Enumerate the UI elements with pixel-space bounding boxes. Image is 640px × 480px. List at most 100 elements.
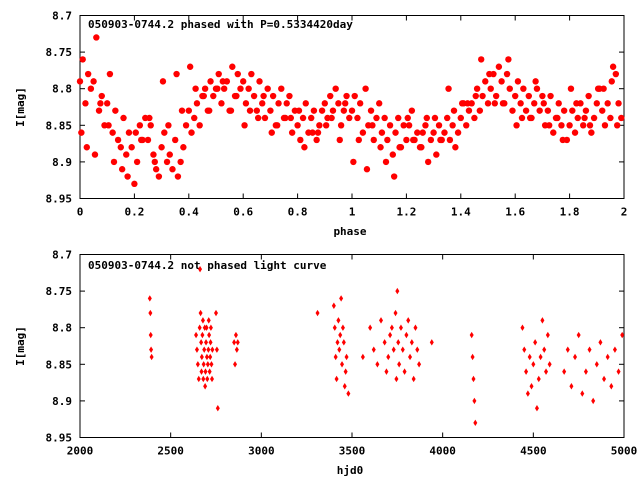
unphased-data-point [393,309,398,317]
phased-data-point [237,85,244,92]
phased-data-point [275,100,282,107]
unphased-data-point [400,346,405,353]
phased-data-point [128,144,135,151]
unphased-points [147,265,625,427]
unphased-data-point [382,339,387,346]
phased-data-point [571,129,579,136]
unphased-data-point [198,309,203,317]
unphased-y-tick-label: 8.95 [46,432,73,445]
phased-data-point [532,78,539,85]
phased-data-point [79,56,86,63]
unphased-data-point [332,324,337,331]
unphased-data-point [205,375,210,383]
phased-data-point [182,122,190,129]
phased-data-point [457,114,464,122]
unphased-y-tick-label: 8.8 [52,322,72,335]
unphased-data-point [196,375,201,383]
unphased-data-point [394,375,399,383]
phased-data-point [343,92,350,100]
phased-data-point [472,92,479,100]
unphased-plot-frame [79,254,625,438]
phased-data-point [400,122,407,129]
unphased-data-point [569,383,574,390]
unphased-data-point [340,324,345,331]
phased-data-point [491,100,498,107]
phased-data-point [513,122,520,129]
phased-data-point [136,122,144,129]
phased-data-point [499,100,507,107]
unphased-ticks: 2000 2500 3000 3500 4000 4500 5000 8.7 8.75 8.8 8.… [46,249,638,458]
phased-data-point [133,158,141,166]
unphased-y-tick-label: 8.85 [46,358,73,371]
phased-data-point [316,122,323,129]
phased-data-point [193,100,201,107]
unphased-x-tick-label: 2500 [157,445,184,458]
phased-data-point [369,122,376,129]
phased-data-point [233,92,240,100]
unphased-data-point [609,383,614,390]
unphased-data-point [234,346,239,353]
phased-data-point [206,107,213,114]
unphased-data-point [598,339,603,346]
phased-data-point [450,107,458,114]
unphased-data-point [395,287,400,295]
phased-data-point [367,107,375,114]
unphased-data-point [384,368,389,375]
phased-data-point [609,63,617,70]
unphased-data-point [198,265,203,273]
phased-data-point [178,107,186,114]
phased-data-point [395,114,402,122]
phased-x-tick-label: 0.2 [124,206,144,219]
phased-data-point [295,107,303,114]
phased-data-point [310,107,318,114]
phased-data-point [234,70,241,78]
unphased-data-point [207,331,212,339]
phased-data-point [536,107,543,114]
unphased-data-point [565,346,570,353]
phased-data-point [321,100,328,107]
phased-data-point [201,85,209,92]
unphased-data-point [204,353,209,361]
unphased-data-point [339,295,344,302]
phased-data-point [95,107,103,114]
phased-data-point [309,129,316,136]
phased-data-point [433,151,440,158]
phased-data-point [539,92,546,100]
phased-data-point [346,114,353,122]
unphased-data-point [413,324,418,331]
phased-data-point [363,166,371,173]
unphased-y-axis-label: I[mag] [14,326,27,366]
phased-data-point [418,144,425,151]
phased-data-point [328,114,335,122]
phased-data-point [526,114,534,122]
unphased-data-point [472,397,477,405]
phased-x-tick-label: 2 [621,206,628,219]
phased-x-tick-label: 1.4 [451,206,471,219]
phased-data-point [424,158,432,166]
unphased-data-point [602,375,607,383]
phased-data-point [299,114,307,122]
phased-data-point [465,107,473,114]
unphased-data-point [214,346,219,353]
phased-data-point [390,173,398,180]
unphased-data-point [199,353,204,361]
phased-data-point [172,136,179,144]
phased-data-point [505,56,512,63]
unphased-chart: 050903-0744.2 not phased light curve hjd… [14,249,637,478]
unphased-data-point [379,317,384,324]
phased-data-point [514,78,522,85]
phased-data-point [441,129,448,136]
phased-data-point [573,100,580,107]
unphased-data-point [315,309,320,317]
phased-data-point [288,129,296,136]
unphased-data-point [346,390,351,397]
unphased-data-point [389,324,394,331]
unphased-data-point [206,346,211,353]
phased-data-point [180,144,187,151]
phased-data-point [492,92,500,100]
phased-data-point [227,107,235,114]
unphased-data-point [591,397,596,405]
phased-data-point [544,107,552,114]
phased-data-point [569,107,576,114]
phased-data-point [546,122,553,129]
